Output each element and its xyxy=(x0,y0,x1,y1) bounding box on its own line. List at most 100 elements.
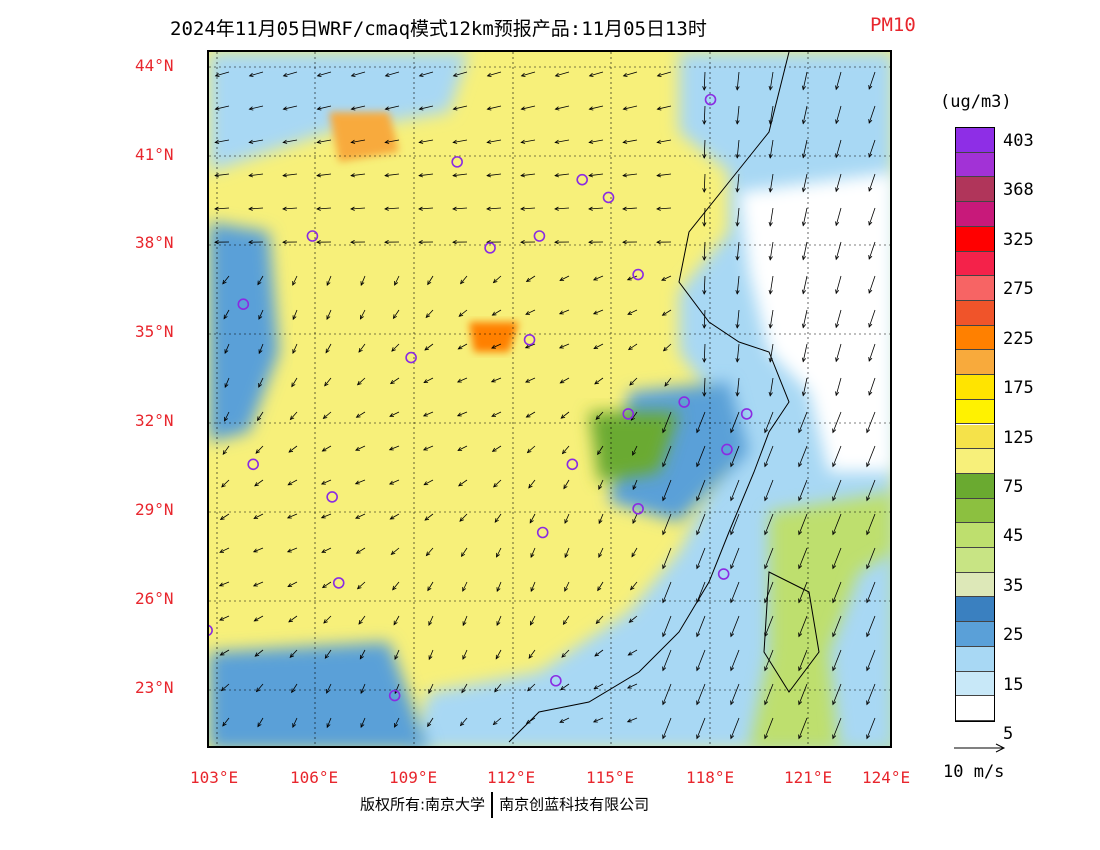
wind-vector xyxy=(214,207,230,210)
wind-vector xyxy=(595,411,604,420)
wind-vector xyxy=(249,105,264,110)
wind-vector-head xyxy=(832,598,837,604)
wind-vector-head xyxy=(282,72,288,77)
wind-vector xyxy=(355,513,366,519)
wind-vector xyxy=(736,377,740,396)
wind-vector xyxy=(736,275,740,294)
wind-vector xyxy=(529,513,536,523)
wind-vector-head xyxy=(832,428,837,434)
wind-vector xyxy=(703,71,706,91)
wind-vector xyxy=(493,275,502,283)
wind-vector-head xyxy=(224,383,229,389)
wind-vector-head xyxy=(527,686,532,692)
wind-vector-head xyxy=(696,700,701,706)
wind-vector xyxy=(360,275,366,286)
wind-vector-head xyxy=(656,240,661,245)
wind-vector-head xyxy=(282,139,288,144)
wind-vector-head xyxy=(632,485,637,491)
wind-vector xyxy=(632,445,638,456)
colorbar-cell xyxy=(956,523,994,549)
wind-vector xyxy=(730,717,740,739)
wind-vector-head xyxy=(428,655,433,661)
wind-vector xyxy=(494,513,502,523)
wind-vector-head xyxy=(526,448,532,454)
wind-vector-head xyxy=(316,72,322,77)
wind-vector-head xyxy=(358,620,363,625)
wind-vector xyxy=(528,649,536,659)
wind-vector-head xyxy=(768,119,773,125)
wind-vector xyxy=(769,309,774,328)
wind-vector-head xyxy=(868,153,873,158)
wind-vector xyxy=(866,615,876,637)
wind-vector-head xyxy=(257,722,262,728)
wind-vector xyxy=(597,445,604,455)
wind-vector-head xyxy=(564,519,569,524)
wind-vector xyxy=(257,275,264,285)
wind-vector-head xyxy=(418,173,424,178)
lat-label-32: 32°N xyxy=(135,411,174,430)
wind-vector xyxy=(317,71,332,77)
wind-vector xyxy=(288,445,298,453)
wind-vector xyxy=(326,683,332,694)
wind-vector xyxy=(224,411,230,422)
wind-vector-head xyxy=(768,255,773,261)
wind-vector-head xyxy=(224,349,229,355)
wind-vector xyxy=(597,581,604,591)
wind-vector-head xyxy=(735,222,740,227)
wind-vector xyxy=(288,615,298,623)
colorbar-cell xyxy=(956,128,994,153)
wind-vector xyxy=(356,411,366,418)
wind-vector xyxy=(629,377,638,386)
wind-vector-head xyxy=(561,653,566,658)
wind-vector xyxy=(662,411,672,433)
wind-vector-head xyxy=(219,548,224,553)
wind-vector-head xyxy=(525,310,530,315)
wind-vector xyxy=(491,411,502,417)
wind-vector-head xyxy=(735,392,740,397)
wind-vector-head xyxy=(389,413,394,417)
wind-vector xyxy=(291,683,298,693)
wind-vector-head xyxy=(702,120,707,125)
wind-vector xyxy=(292,343,298,354)
wind-vector xyxy=(832,547,842,569)
wind-vector xyxy=(321,547,332,553)
colorbar-cell xyxy=(956,325,994,351)
wind-vector xyxy=(563,615,570,625)
wind-vector xyxy=(283,71,298,77)
wind-vector-head xyxy=(801,255,807,261)
wind-vector xyxy=(258,309,264,320)
wind-vector xyxy=(486,207,502,210)
wind-vector xyxy=(559,309,570,315)
wind-vector xyxy=(868,309,876,328)
wind-vector xyxy=(560,377,570,384)
wind-vector xyxy=(220,513,230,520)
wind-vector-head xyxy=(768,221,773,227)
wind-vector xyxy=(628,649,638,656)
wind-vector xyxy=(393,615,400,625)
wind-vector xyxy=(835,105,842,124)
wind-vector xyxy=(219,615,230,621)
wind-vector xyxy=(696,547,706,569)
wind-vector xyxy=(394,649,400,660)
wind-vector-head xyxy=(350,72,356,77)
wind-vector-head xyxy=(868,221,873,226)
wind-vector-head xyxy=(662,564,667,570)
wind-vector xyxy=(496,547,502,558)
wind-vector-head xyxy=(801,119,807,125)
wind-vector-head xyxy=(588,173,594,178)
wind-vector-head xyxy=(359,314,364,320)
colorbar-level-label: 45 xyxy=(1003,526,1024,547)
wind-vector-head xyxy=(461,688,466,694)
wind-vector-head xyxy=(764,598,769,604)
wind-vector xyxy=(453,105,468,110)
wind-vector-head xyxy=(496,621,501,627)
station-marker xyxy=(306,230,319,242)
wind-vector xyxy=(492,445,502,452)
wind-vector xyxy=(835,139,842,158)
wind-vector xyxy=(391,547,400,555)
wind-vector-head xyxy=(394,281,399,286)
wind-vector xyxy=(222,445,230,455)
wind-vector xyxy=(493,717,502,725)
wind-vector xyxy=(764,649,774,671)
wind-vector-head xyxy=(801,153,807,159)
